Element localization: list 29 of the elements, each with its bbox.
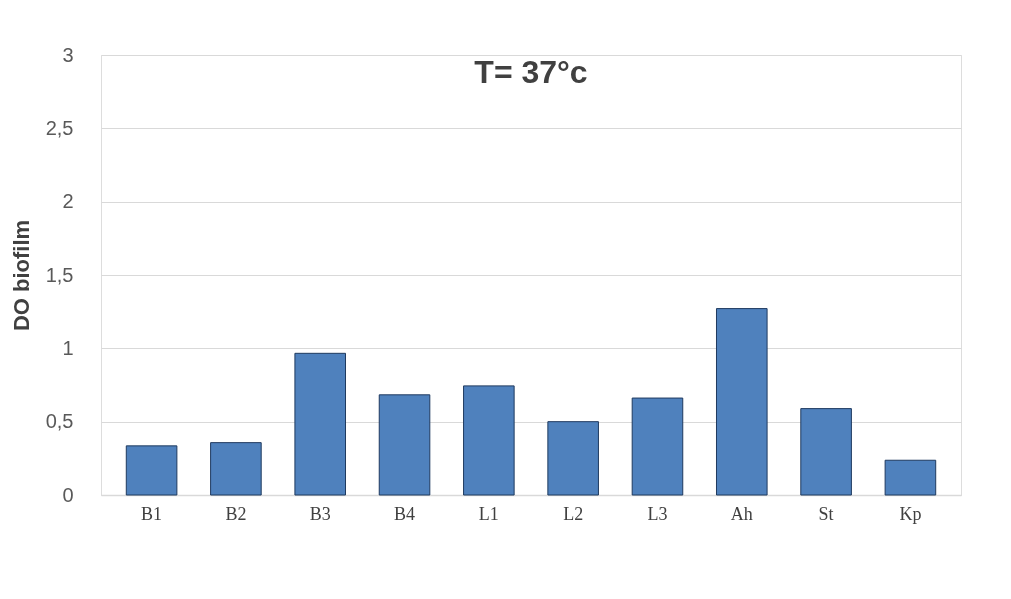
x-tick-label: Kp (899, 503, 922, 524)
x-tick-label: Ah (730, 503, 753, 524)
y-tick-label: 0 (62, 483, 74, 506)
x-tick-label: B2 (225, 503, 247, 524)
x-tick-label: B3 (309, 503, 331, 524)
x-tick-label: L2 (563, 503, 584, 524)
bar (463, 385, 515, 496)
bar (800, 408, 852, 496)
y-tick-label: 1,5 (45, 263, 74, 286)
bar (631, 397, 684, 496)
bar (547, 421, 599, 496)
y-tick-label: 3 (62, 43, 74, 66)
chart-title: T= 37°c (474, 54, 588, 90)
y-tick-label: 0,5 (45, 410, 74, 433)
x-tick-label: L3 (647, 503, 668, 524)
y-tick-label: 2,5 (45, 116, 74, 139)
y-tick-label: 2 (62, 190, 74, 213)
bar (378, 394, 431, 496)
bar (294, 352, 347, 496)
y-tick-label: 1 (62, 336, 74, 359)
x-tick-label: B4 (394, 503, 416, 524)
x-tick-label: B1 (141, 503, 163, 524)
bar (715, 308, 768, 496)
y-axis-title: DO biofilm (8, 219, 34, 332)
bar (210, 442, 262, 496)
x-tick-label: L1 (478, 503, 499, 524)
bar (884, 459, 937, 496)
x-tick-label: St (818, 503, 834, 524)
bar (125, 445, 178, 496)
